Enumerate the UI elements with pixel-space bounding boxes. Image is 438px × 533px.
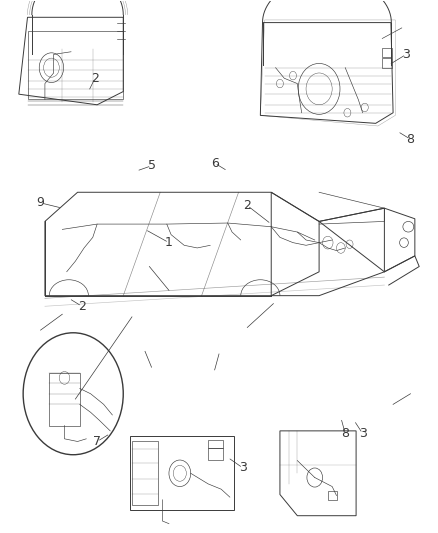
Bar bbox=[208, 440, 223, 448]
Text: 2: 2 bbox=[91, 72, 99, 85]
Text: 2: 2 bbox=[78, 300, 86, 313]
Bar bbox=[132, 441, 158, 505]
Text: 5: 5 bbox=[148, 159, 155, 172]
Text: 3: 3 bbox=[239, 462, 247, 474]
Text: 6: 6 bbox=[211, 157, 219, 169]
Text: 9: 9 bbox=[37, 196, 45, 209]
Text: 2: 2 bbox=[244, 199, 251, 212]
Text: 8: 8 bbox=[406, 133, 414, 146]
Bar bbox=[208, 448, 223, 460]
Bar bbox=[382, 47, 392, 57]
Text: 7: 7 bbox=[93, 435, 101, 448]
Text: 3: 3 bbox=[402, 48, 410, 61]
Bar bbox=[328, 491, 337, 500]
Bar bbox=[28, 30, 123, 100]
Bar bbox=[130, 436, 234, 511]
Bar bbox=[49, 373, 80, 425]
Bar bbox=[382, 58, 392, 68]
Text: 3: 3 bbox=[359, 427, 367, 440]
Text: 1: 1 bbox=[165, 236, 173, 249]
Text: 8: 8 bbox=[341, 427, 349, 440]
